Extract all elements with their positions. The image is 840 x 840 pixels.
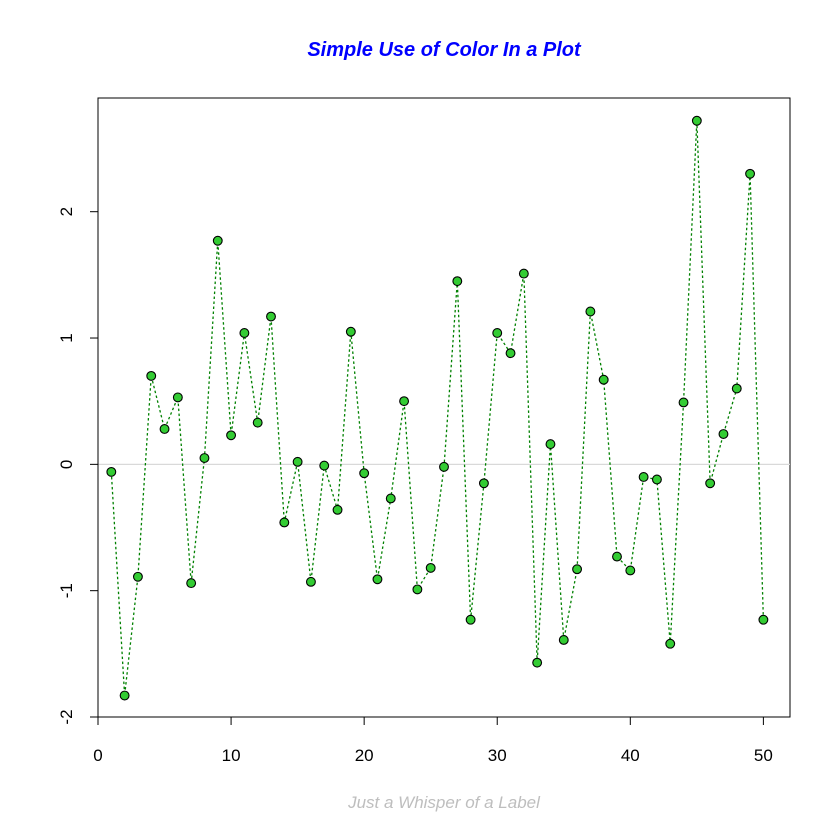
data-point: [665, 638, 676, 649]
data-point: [212, 235, 223, 246]
data-point: [252, 417, 263, 428]
data-point: [651, 474, 662, 485]
data-point: [558, 634, 569, 645]
data-point: [745, 168, 756, 179]
series-line: [110, 120, 765, 696]
data-point: [572, 564, 583, 575]
data-point: [439, 461, 449, 472]
data-point: [678, 397, 689, 408]
data-point: [399, 396, 410, 407]
data-point: [532, 657, 543, 668]
data-point: [465, 614, 476, 625]
data-point: [266, 311, 276, 322]
x-tick-label: 50: [754, 746, 773, 765]
series-layer: [106, 115, 769, 701]
data-point: [625, 565, 636, 576]
data-point: [412, 584, 423, 595]
chart-title: Simple Use of Color In a Plot: [307, 39, 582, 61]
data-point: [718, 429, 729, 439]
data-point: [186, 578, 197, 589]
data-point: [199, 453, 210, 463]
data-point: [452, 276, 463, 287]
data-point: [146, 370, 157, 381]
data-point: [332, 504, 343, 515]
data-point: [106, 466, 117, 477]
data-point: [119, 690, 130, 701]
data-point: [239, 328, 250, 338]
data-point: [345, 326, 356, 337]
data-point: [612, 551, 622, 562]
y-tick-label: -1: [57, 583, 76, 598]
data-point: [159, 424, 170, 434]
x-axis-label: Just a Whisper of a Label: [347, 793, 541, 812]
data-point: [372, 574, 383, 585]
data-point: [638, 472, 649, 482]
data-point: [305, 576, 316, 587]
x-tick-label: 40: [621, 746, 640, 765]
x-tick-label: 30: [488, 746, 507, 765]
x-tick-label: 20: [355, 746, 374, 765]
data-point: [172, 392, 183, 403]
data-point: [226, 430, 237, 441]
data-point: [598, 374, 609, 385]
data-point: [132, 571, 143, 582]
data-point: [545, 439, 556, 450]
y-tick-label: 0: [57, 460, 76, 469]
y-tick-label: 2: [57, 207, 76, 216]
data-point: [505, 348, 516, 359]
data-point: [385, 493, 396, 504]
data-point: [279, 517, 290, 528]
y-tick-label: -2: [57, 709, 76, 724]
x-tick-label: 10: [222, 746, 241, 765]
data-point: [731, 383, 742, 394]
data-point: [758, 614, 769, 625]
data-point: [691, 115, 702, 126]
x-tick-label: 0: [93, 746, 102, 765]
y-tick-label: 1: [57, 333, 76, 342]
plot-frame: [97, 97, 791, 718]
data-point: [359, 468, 370, 479]
data-point: [518, 268, 529, 279]
x-axis: 0 10 20 30 40 50: [93, 716, 773, 765]
y-axis: -2 -1 0 1 2: [57, 207, 99, 725]
data-point: [319, 460, 330, 471]
data-point: [425, 562, 436, 573]
data-point: [478, 478, 489, 489]
data-point: [585, 306, 596, 317]
data-point: [292, 456, 303, 467]
data-point: [492, 328, 503, 338]
data-point: [705, 478, 716, 489]
